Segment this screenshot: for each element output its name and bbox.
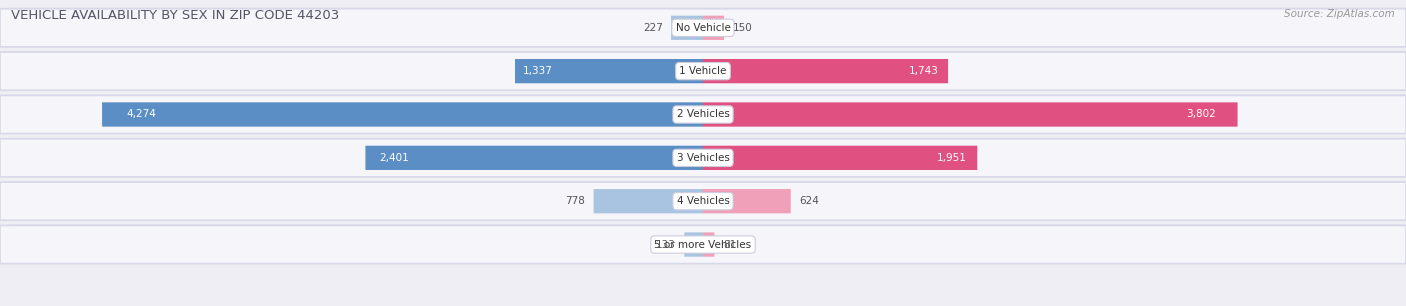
Text: 624: 624 [799,196,820,206]
Text: 1 Vehicle: 1 Vehicle [679,66,727,76]
Text: 3 Vehicles: 3 Vehicles [676,153,730,163]
Text: 4,274: 4,274 [127,110,156,120]
Text: Source: ZipAtlas.com: Source: ZipAtlas.com [1284,9,1395,19]
FancyBboxPatch shape [8,181,1406,219]
Text: 1,337: 1,337 [523,66,553,76]
Text: 1,743: 1,743 [908,66,938,76]
FancyBboxPatch shape [703,189,790,213]
FancyBboxPatch shape [703,16,724,40]
FancyBboxPatch shape [671,16,703,40]
FancyBboxPatch shape [703,146,977,170]
FancyBboxPatch shape [0,226,1406,264]
Text: 5 or more Vehicles: 5 or more Vehicles [654,240,752,250]
Text: 133: 133 [657,240,676,250]
FancyBboxPatch shape [0,52,1406,90]
Text: 150: 150 [733,23,752,33]
FancyBboxPatch shape [703,233,714,257]
FancyBboxPatch shape [703,59,948,83]
Text: 778: 778 [565,196,585,206]
Text: No Vehicle: No Vehicle [675,23,731,33]
FancyBboxPatch shape [8,7,1406,46]
FancyBboxPatch shape [366,146,703,170]
Text: VEHICLE AVAILABILITY BY SEX IN ZIP CODE 44203: VEHICLE AVAILABILITY BY SEX IN ZIP CODE … [11,9,339,22]
Text: 1,951: 1,951 [936,153,966,163]
FancyBboxPatch shape [0,182,1406,220]
FancyBboxPatch shape [103,102,703,127]
Text: 2 Vehicles: 2 Vehicles [676,110,730,120]
FancyBboxPatch shape [0,9,1406,47]
Text: 227: 227 [643,23,662,33]
FancyBboxPatch shape [703,102,1237,127]
FancyBboxPatch shape [8,94,1406,132]
Text: 2,401: 2,401 [380,153,409,163]
FancyBboxPatch shape [0,95,1406,133]
FancyBboxPatch shape [685,233,703,257]
FancyBboxPatch shape [8,224,1406,263]
FancyBboxPatch shape [8,138,1406,176]
Text: 4 Vehicles: 4 Vehicles [676,196,730,206]
Text: 3,802: 3,802 [1187,110,1216,120]
FancyBboxPatch shape [515,59,703,83]
FancyBboxPatch shape [8,51,1406,89]
FancyBboxPatch shape [593,189,703,213]
Text: 81: 81 [723,240,737,250]
FancyBboxPatch shape [0,139,1406,177]
